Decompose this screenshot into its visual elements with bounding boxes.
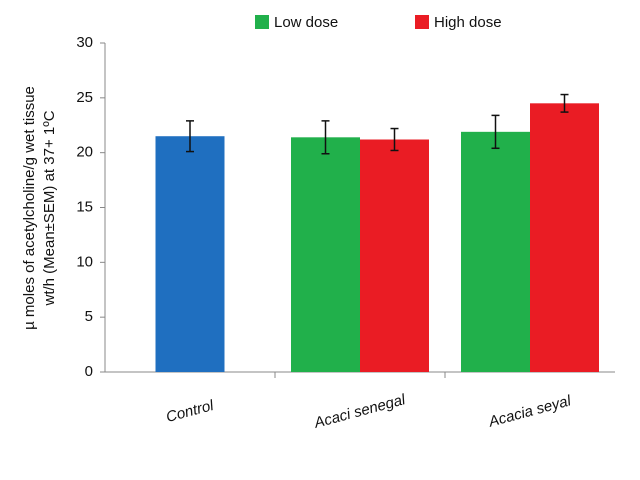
bar (291, 137, 360, 372)
x-tick-label: Control (164, 397, 216, 426)
error-bar (390, 127, 399, 152)
y-tick-label: 10 (76, 253, 93, 270)
x-tick-label: Acaci senegal (312, 391, 408, 432)
legend-swatch (415, 15, 429, 29)
error-bar (321, 120, 330, 155)
y-tick-label: 0 (85, 363, 93, 380)
error-bar (186, 120, 194, 153)
bar (461, 131, 530, 372)
y-tick-label: 5 (85, 308, 93, 325)
legend-label: High dose (434, 14, 502, 31)
y-axis-label: µ moles of acetylcholine/g wet tissue wt… (21, 86, 58, 330)
legend-label: Low dose (274, 14, 338, 31)
y-tick-label: 25 (76, 89, 93, 106)
bar (155, 136, 225, 372)
error-bar (560, 93, 569, 113)
y-tick-label: 20 (76, 144, 93, 161)
y-tick-label: 30 (76, 34, 93, 51)
bar (530, 103, 599, 373)
bar (360, 139, 429, 372)
x-tick-label: Acacia seyal (486, 392, 573, 431)
legend-swatch (255, 15, 269, 29)
y-axis-label-line: µ moles of acetylcholine/g wet tissue (21, 86, 38, 330)
y-axis-label-line: wt/h (Mean±SEM) at 37+ 1ºC (41, 110, 58, 306)
y-tick-label: 15 (76, 198, 93, 215)
error-bar (491, 114, 500, 150)
